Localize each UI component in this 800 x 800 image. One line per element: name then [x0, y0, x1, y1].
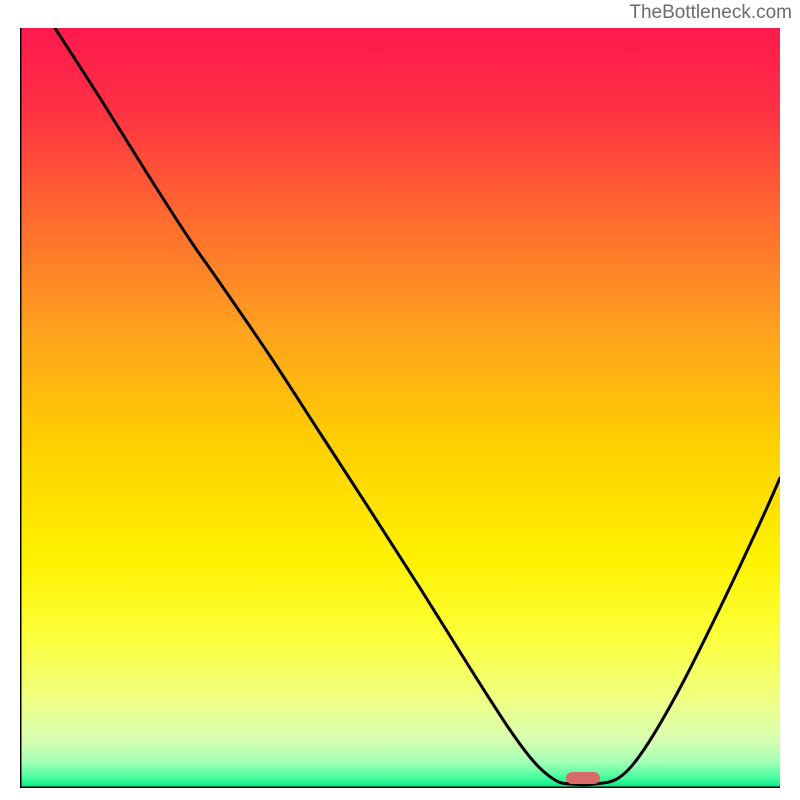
attribution-text: TheBottleneck.com	[629, 2, 792, 24]
chart-background	[20, 28, 780, 788]
optimal-marker	[566, 772, 600, 784]
bottleneck-chart	[20, 28, 780, 788]
